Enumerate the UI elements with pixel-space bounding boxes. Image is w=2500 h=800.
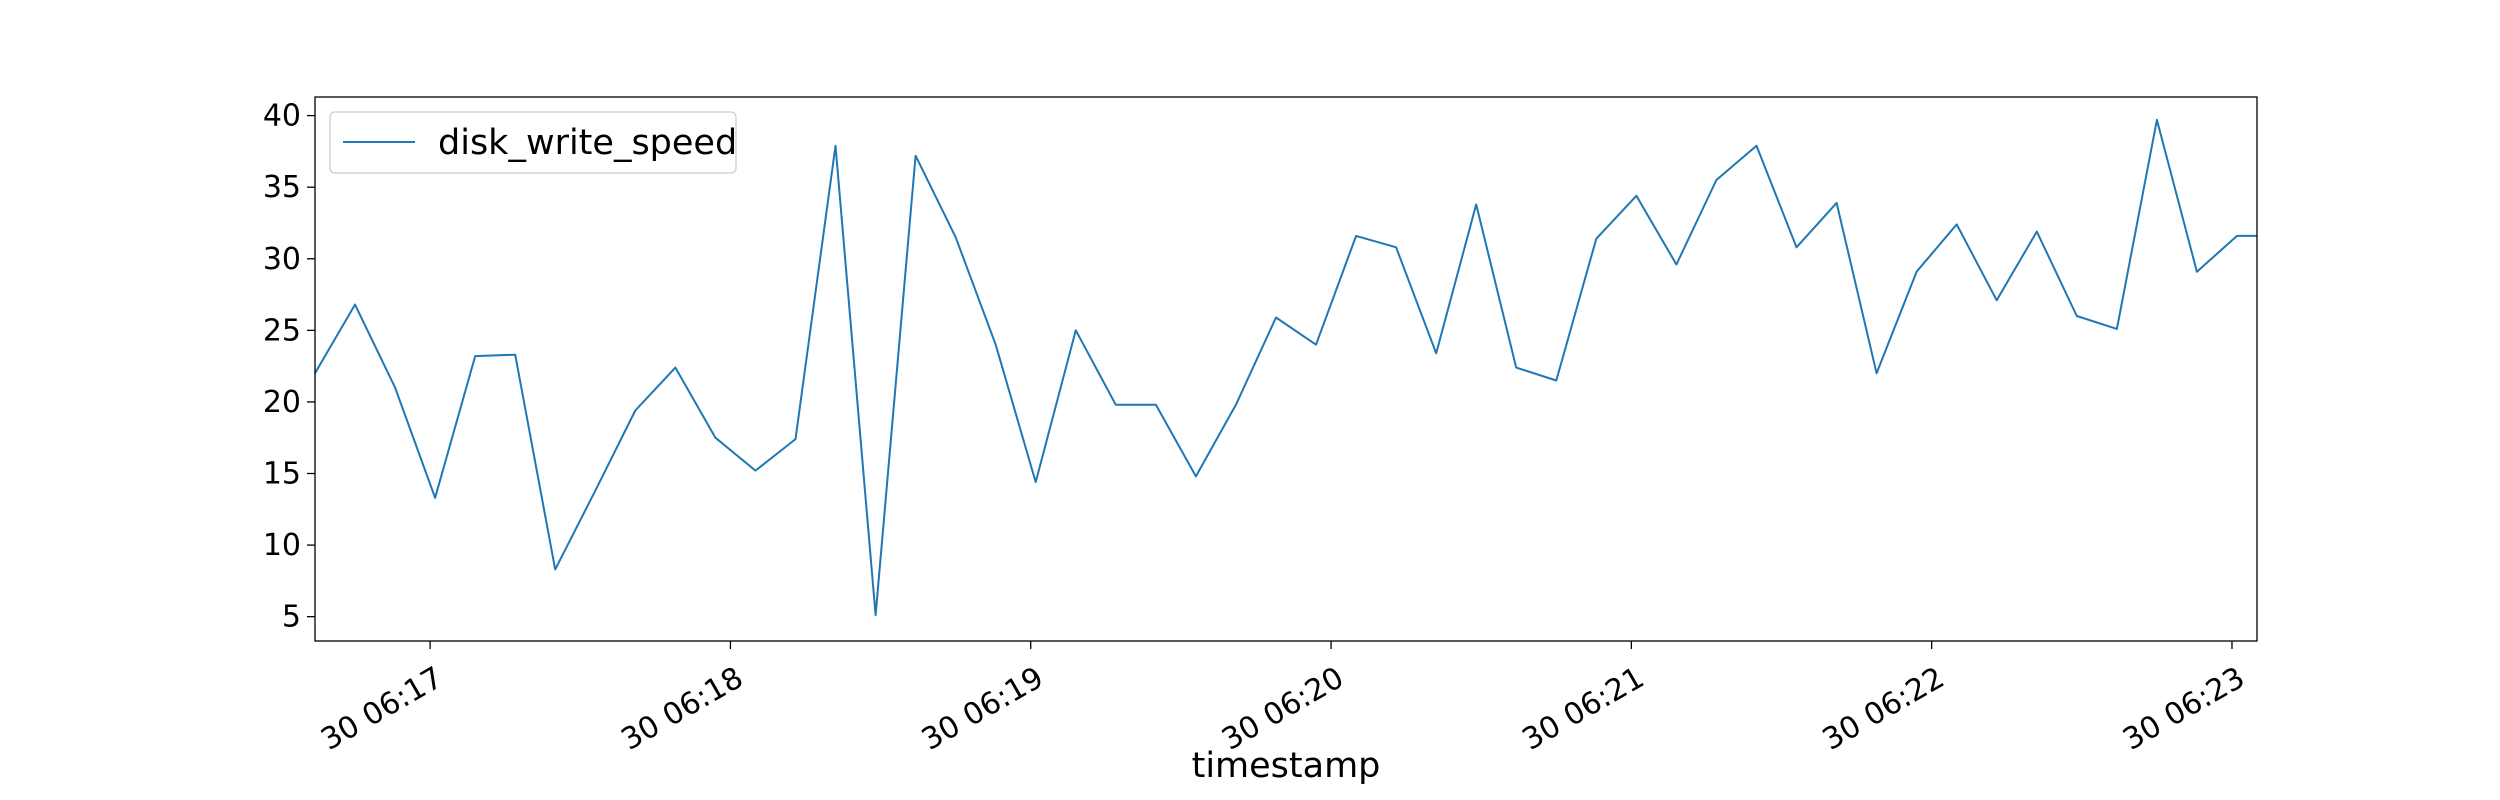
plot-area — [315, 97, 2257, 641]
legend-label: disk_write_speed — [438, 123, 737, 163]
y-tick-label: 25 — [263, 313, 301, 348]
series-line-disk_write_speed — [314, 118, 2257, 617]
legend-box — [329, 111, 737, 174]
plot-lines — [314, 118, 2257, 617]
x-tick-label: 30 06:17 — [315, 660, 449, 757]
x-tick-label: 30 06:21 — [1516, 660, 1650, 757]
x-tick-label: 30 06:18 — [616, 660, 750, 757]
x-tick-label: 30 06:22 — [1817, 660, 1951, 757]
x-axis-ticks: 30 06:17 30 06:18 30 06:19 30 06:20 30 06:21… — [315, 641, 2251, 758]
y-tick-label: 40 — [263, 99, 301, 134]
plot-frame — [314, 96, 2258, 642]
y-tick-label: 5 — [282, 600, 301, 635]
legend: disk_write_speed — [329, 111, 737, 174]
x-tick-label: 30 06:19 — [916, 660, 1050, 757]
y-axis-ticks: 5 10 15 20 25 30 35 40 — [263, 99, 315, 635]
x-tick-label: 30 06:20 — [1216, 660, 1350, 757]
x-axis-label: timestamp — [1192, 746, 1381, 786]
y-tick-label: 10 — [263, 528, 301, 563]
y-tick-label: 20 — [263, 385, 301, 420]
x-tick-label: 30 06:23 — [2117, 660, 2251, 757]
y-tick-label: 15 — [263, 457, 301, 492]
y-tick-label: 30 — [263, 242, 301, 277]
y-tick-label: 35 — [263, 170, 301, 205]
